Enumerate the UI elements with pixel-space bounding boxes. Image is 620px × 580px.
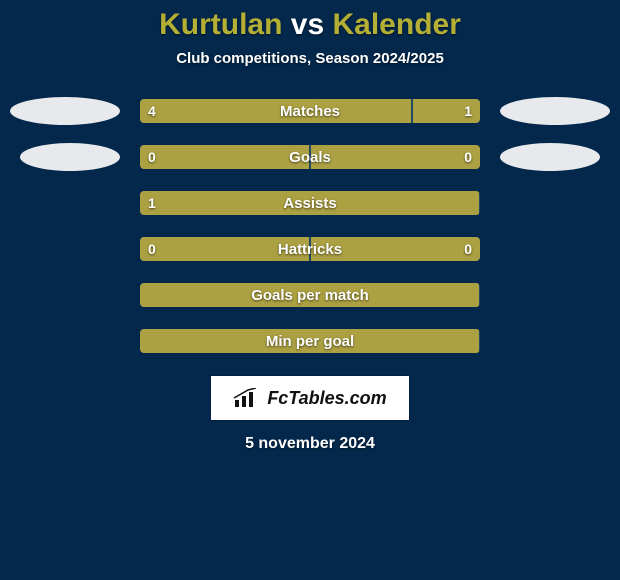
vs-label: vs bbox=[291, 8, 324, 41]
comparison-title: Kurtulan vs Kalender bbox=[0, 0, 620, 42]
stat-row: 4 Matches 1 bbox=[0, 99, 620, 123]
stat-row: 0 Goals 0 bbox=[0, 145, 620, 169]
stat-label: Goals bbox=[140, 145, 480, 169]
stat-bar: 0 Goals 0 bbox=[140, 145, 480, 169]
stat-label: Assists bbox=[140, 191, 480, 215]
chart-icon bbox=[233, 388, 261, 408]
stat-bar: Min per goal bbox=[140, 329, 480, 353]
player-right-name: Kalender bbox=[333, 8, 461, 41]
stat-bar: 1 Assists bbox=[140, 191, 480, 215]
date-label: 5 november 2024 bbox=[0, 435, 620, 453]
stats-container: 4 Matches 1 0 Goals 0 1 Assists bbox=[0, 99, 620, 353]
brand-logo: FcTables.com bbox=[210, 375, 410, 421]
stat-bar: 4 Matches 1 bbox=[140, 99, 480, 123]
stat-row: 0 Hattricks 0 bbox=[0, 237, 620, 261]
right-badge-icon bbox=[500, 97, 610, 125]
stat-row: 1 Assists bbox=[0, 191, 620, 215]
stat-label: Hattricks bbox=[140, 237, 480, 261]
stat-label: Goals per match bbox=[140, 283, 480, 307]
right-badge-icon bbox=[500, 143, 600, 171]
stat-right-value: 0 bbox=[464, 237, 472, 261]
stat-row: Goals per match bbox=[0, 283, 620, 307]
stat-label: Matches bbox=[140, 99, 480, 123]
stat-bar: 0 Hattricks 0 bbox=[140, 237, 480, 261]
left-badge-icon bbox=[10, 97, 120, 125]
stat-row: Min per goal bbox=[0, 329, 620, 353]
player-left-name: Kurtulan bbox=[159, 8, 282, 41]
stat-label: Min per goal bbox=[140, 329, 480, 353]
brand-text: FcTables.com bbox=[267, 388, 386, 409]
stat-right-value: 1 bbox=[464, 99, 472, 123]
stat-right-value: 0 bbox=[464, 145, 472, 169]
left-badge-icon bbox=[20, 143, 120, 171]
stat-bar: Goals per match bbox=[140, 283, 480, 307]
subtitle: Club competitions, Season 2024/2025 bbox=[0, 50, 620, 67]
